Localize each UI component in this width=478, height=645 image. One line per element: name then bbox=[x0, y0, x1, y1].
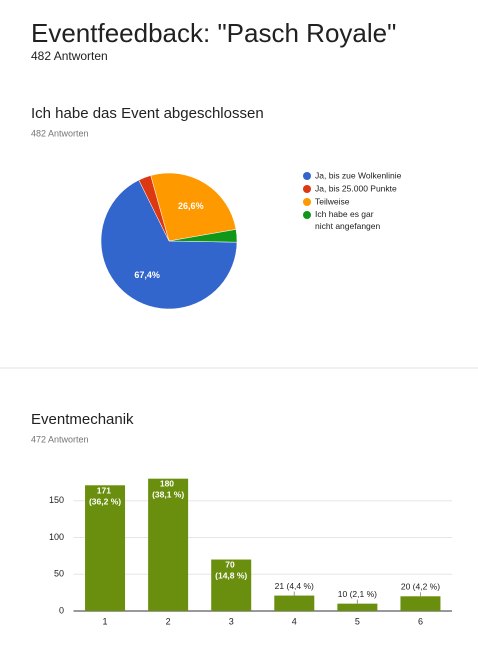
pie-slice bbox=[100, 179, 238, 310]
y-tick-label: 50 bbox=[54, 569, 64, 579]
legend-label: Teilweise bbox=[315, 196, 350, 206]
legend-swatch bbox=[303, 185, 311, 193]
y-tick-label: 0 bbox=[59, 605, 64, 615]
x-tick-label: 2 bbox=[166, 616, 171, 626]
chart-title: Eventmechanik bbox=[31, 411, 134, 428]
page-title: Eventfeedback: "Pasch Royale" bbox=[31, 18, 396, 48]
bar bbox=[148, 478, 189, 611]
bar bbox=[337, 603, 378, 611]
bar bbox=[211, 559, 252, 611]
pie-slice bbox=[150, 172, 237, 242]
slice-label: 67,4% bbox=[134, 270, 160, 280]
y-tick-label: 100 bbox=[49, 532, 64, 542]
legend-swatch bbox=[303, 211, 311, 219]
legend-label: Ja, bis 25.000 Punkte bbox=[315, 183, 397, 193]
legend-swatch bbox=[303, 172, 311, 180]
chart-title: Ich habe das Event abgeschlossen bbox=[31, 105, 264, 122]
data-label: 10 (2,1 %) bbox=[338, 589, 377, 599]
bar bbox=[85, 485, 126, 611]
slice-label: 26,6% bbox=[178, 201, 204, 211]
pie-slice bbox=[168, 229, 238, 243]
bar bbox=[400, 596, 441, 611]
x-tick-label: 4 bbox=[292, 616, 297, 626]
x-tick-label: 5 bbox=[355, 616, 360, 626]
data-label: 171 (36,2 %) bbox=[89, 486, 121, 507]
legend-swatch bbox=[303, 198, 311, 206]
x-tick-label: 6 bbox=[418, 616, 423, 626]
bar bbox=[274, 595, 315, 611]
x-tick-label: 1 bbox=[103, 616, 108, 626]
y-tick-label: 150 bbox=[49, 495, 64, 505]
data-label: 180 (38,1 %) bbox=[152, 479, 184, 500]
data-label: 21 (4,4 %) bbox=[275, 581, 314, 591]
page-subtitle: 482 Antworten bbox=[31, 49, 108, 63]
chart-subtitle: 472 Antworten bbox=[31, 434, 89, 444]
legend-label: Ich habe es gar nicht angefangen bbox=[315, 209, 380, 231]
legend-label: Ja, bis zue Wolkenlinie bbox=[315, 170, 402, 180]
data-label: 20 (4,2 %) bbox=[401, 582, 440, 592]
data-label: 70 (14,8 %) bbox=[215, 560, 247, 581]
chart-subtitle: 482 Antworten bbox=[31, 128, 89, 138]
x-tick-label: 3 bbox=[229, 616, 234, 626]
